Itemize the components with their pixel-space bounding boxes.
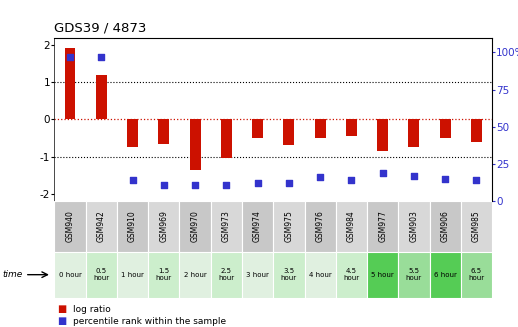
Text: 1 hour: 1 hour [121,272,144,278]
Bar [190,119,200,169]
Bar [336,252,367,298]
Text: 5 hour: 5 hour [371,272,394,278]
Text: ■: ■ [57,304,66,314]
Bar [314,119,326,138]
Bar [274,201,305,252]
Text: 3 hour: 3 hour [246,272,269,278]
Bar [148,201,179,252]
Bar [242,252,273,298]
Text: GSM910: GSM910 [128,211,137,242]
Point [379,170,387,176]
Bar [440,119,451,138]
Text: 5.5
hour: 5.5 hour [406,268,422,281]
Point [191,182,199,187]
Bar [242,201,273,252]
Point [66,54,74,60]
Bar [367,252,398,298]
Bar [274,252,305,298]
Bar [252,119,263,138]
Text: GSM942: GSM942 [97,211,106,242]
Point [128,178,137,183]
Text: ■: ■ [57,316,66,326]
Bar [85,201,117,252]
Bar [54,201,85,252]
Point [441,176,449,181]
Text: 2.5
hour: 2.5 hour [218,268,235,281]
Bar [346,119,357,136]
Point [222,182,231,187]
Bar [409,119,420,147]
Text: time: time [3,270,23,279]
Text: GSM906: GSM906 [441,211,450,242]
Bar [398,252,429,298]
Bar [54,252,85,298]
Text: GSM903: GSM903 [409,211,419,242]
Text: GDS39 / 4873: GDS39 / 4873 [54,21,147,34]
Text: GSM969: GSM969 [160,211,168,242]
Text: GSM975: GSM975 [284,211,293,242]
Bar [96,75,107,119]
Point [316,175,324,180]
Text: log ratio: log ratio [73,305,110,314]
Bar [305,252,336,298]
Bar [159,119,169,144]
Bar [471,119,482,142]
Bar [221,119,232,158]
Text: GSM984: GSM984 [347,211,356,242]
Point [410,173,418,179]
Text: 1.5
hour: 1.5 hour [156,268,172,281]
Text: 4 hour: 4 hour [309,272,332,278]
Text: 0 hour: 0 hour [59,272,81,278]
Bar [429,201,461,252]
Text: GSM970: GSM970 [191,211,199,242]
Bar [179,252,211,298]
Bar [367,201,398,252]
Bar [461,252,492,298]
Text: GSM976: GSM976 [315,211,325,242]
Text: GSM985: GSM985 [472,211,481,242]
Bar [283,119,294,146]
Bar [398,201,429,252]
Bar [117,201,148,252]
Point [97,54,106,60]
Point [160,182,168,187]
Text: 0.5
hour: 0.5 hour [93,268,109,281]
Text: 6 hour: 6 hour [434,272,457,278]
Bar [85,252,117,298]
Bar [211,201,242,252]
Text: 6.5
hour: 6.5 hour [468,268,484,281]
Text: 3.5
hour: 3.5 hour [281,268,297,281]
Text: GSM977: GSM977 [378,211,387,242]
Bar [148,252,179,298]
Bar [117,252,148,298]
Text: GSM974: GSM974 [253,211,262,242]
Text: 2 hour: 2 hour [184,272,207,278]
Point [347,178,355,183]
Point [285,181,293,186]
Bar [127,119,138,147]
Bar [211,252,242,298]
Text: 4.5
hour: 4.5 hour [343,268,359,281]
Bar [377,119,388,151]
Bar [179,201,211,252]
Point [253,181,262,186]
Text: percentile rank within the sample: percentile rank within the sample [73,317,226,326]
Bar [65,48,76,119]
Bar [461,201,492,252]
Text: GSM973: GSM973 [222,211,231,242]
Point [472,178,481,183]
Bar [336,201,367,252]
Bar [305,201,336,252]
Text: GSM940: GSM940 [65,211,75,242]
Bar [429,252,461,298]
